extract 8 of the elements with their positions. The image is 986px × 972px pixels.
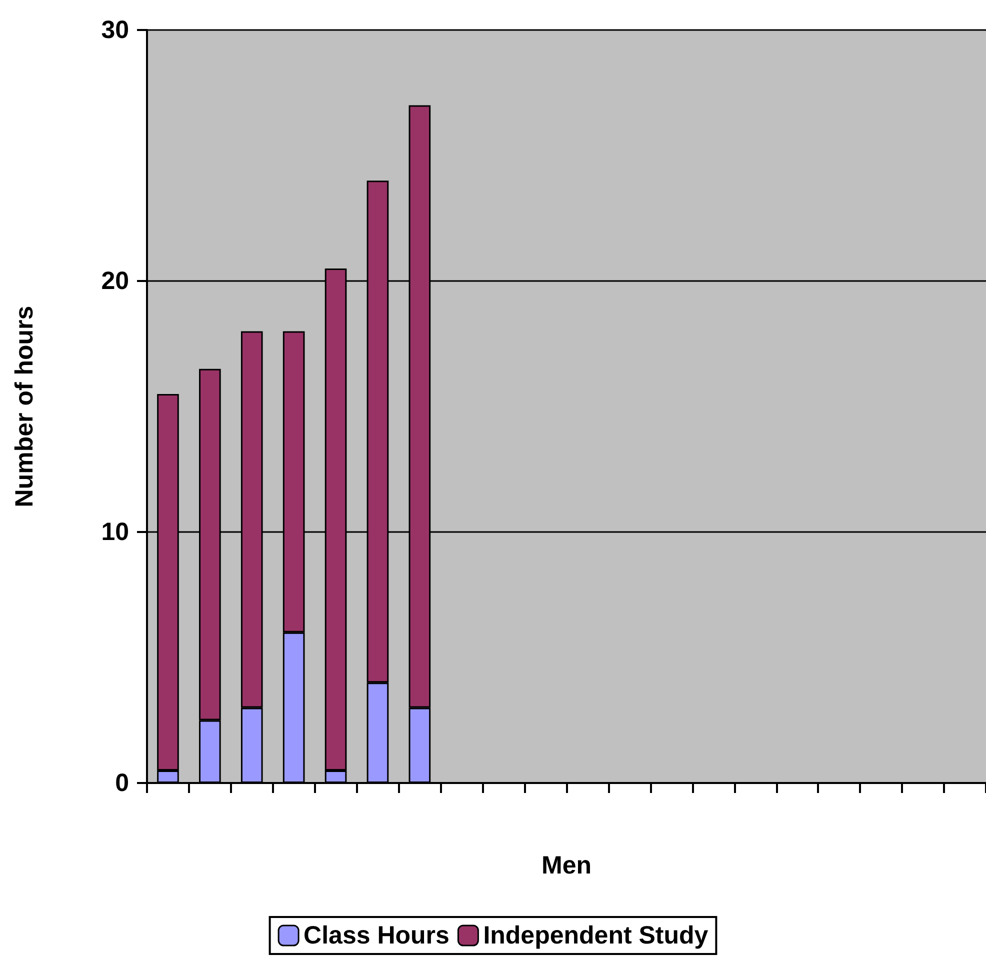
y-tick-label: 0 [115, 769, 129, 797]
y-tick-label: 20 [101, 267, 129, 295]
legend-label: Independent Study [483, 922, 708, 950]
x-axis-title: Men [542, 852, 592, 880]
y-axis-title: Number of hours [10, 306, 38, 508]
y-tick-label: 10 [101, 518, 129, 546]
legend-label: Class Hours [304, 922, 450, 950]
y-tick-label: 30 [101, 16, 129, 44]
